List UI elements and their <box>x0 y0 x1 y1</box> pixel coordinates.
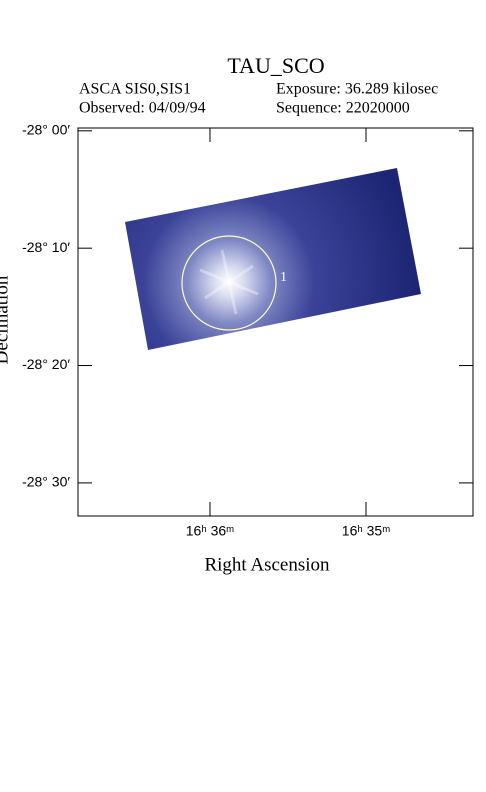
chart-title: TAU_SCO <box>227 53 324 78</box>
psf-spikes <box>199 249 259 315</box>
info-text: Observed: 04/09/94 <box>79 100 206 117</box>
info-text: ASCA SIS0,SIS1 <box>79 81 191 98</box>
y-tick-label: -28° 20′ <box>22 356 70 372</box>
y-tick-label: -28° 10′ <box>22 239 70 255</box>
y-axis-label: Declination <box>0 275 12 364</box>
exposure-region <box>125 168 421 350</box>
x-tick-label: 16ʰ 35ᵐ <box>342 523 390 539</box>
sky-image <box>125 168 421 350</box>
info-text: Exposure: 36.289 kilosec <box>276 81 438 98</box>
source-circle <box>181 235 277 331</box>
y-tick-label: -28° 30′ <box>22 474 70 490</box>
source-label: 1 <box>280 270 287 285</box>
plot-frame <box>77 127 474 517</box>
x-tick-label: 16ʰ 36ᵐ <box>186 523 234 539</box>
x-axis-label: Right Ascension <box>204 554 330 575</box>
y-tick-label: -28° 00′ <box>22 122 70 138</box>
info-text: Sequence: 22020000 <box>276 100 410 117</box>
